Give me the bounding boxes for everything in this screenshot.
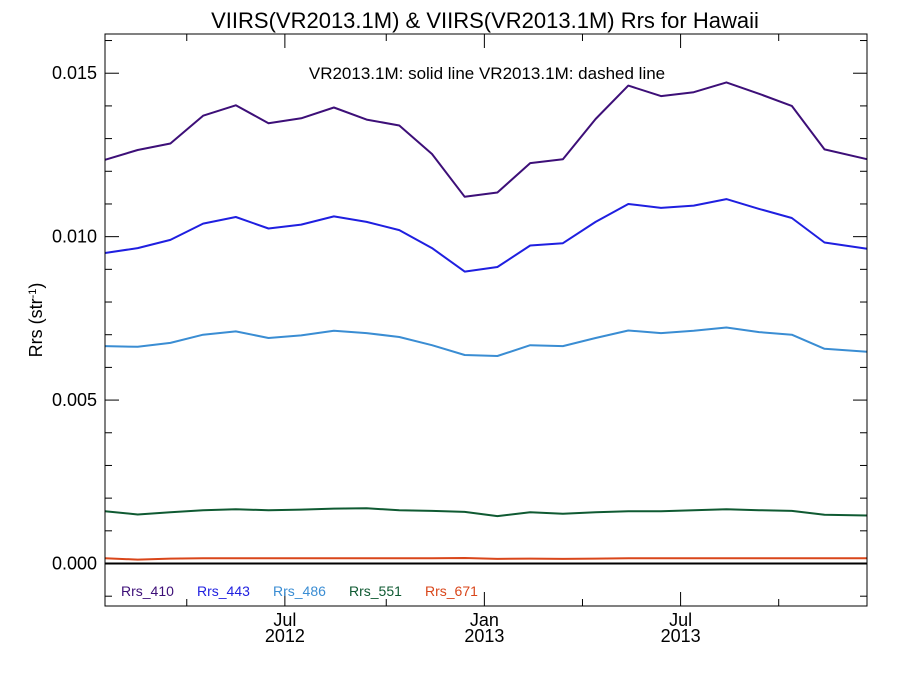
series-line-rrs-486 bbox=[104, 326, 868, 357]
series-line-rrs-410 bbox=[104, 81, 868, 198]
legend-label-rrs-486: Rrs_486 bbox=[273, 583, 326, 599]
legend: Rrs_410 Rrs_443 Rrs_486 Rrs_551 Rrs_671 bbox=[121, 583, 478, 599]
axes-layer: 0.0000.0050.0100.015Jul2012Jan2013Jul201… bbox=[52, 34, 867, 646]
x-tick-label-year: 2012 bbox=[265, 626, 305, 646]
series-layer bbox=[104, 81, 868, 561]
legend-label-rrs-410: Rrs_410 bbox=[121, 583, 174, 599]
series-line-rrs-443 bbox=[104, 198, 868, 273]
chart-title: VIIRS(VR2013.1M) & VIIRS(VR2013.1M) Rrs … bbox=[211, 8, 759, 33]
x-tick-label-month: Jul bbox=[273, 610, 296, 630]
y-axis-title: Rrs (str-1) bbox=[26, 283, 46, 358]
legend-label-rrs-551: Rrs_551 bbox=[349, 583, 402, 599]
x-tick-label-year: 2013 bbox=[661, 626, 701, 646]
line-style-annotation: VR2013.1M: solid line VR2013.1M: dashed … bbox=[309, 64, 665, 83]
series-line-rrs-671 bbox=[104, 557, 867, 561]
x-tick-label-month: Jan bbox=[470, 610, 499, 630]
x-tick-label-year: 2013 bbox=[464, 626, 504, 646]
plot-frame bbox=[104, 33, 868, 607]
legend-label-rrs-443: Rrs_443 bbox=[197, 583, 250, 599]
y-tick-label: 0.015 bbox=[52, 63, 97, 83]
plot-border bbox=[104, 33, 868, 607]
y-tick-label: 0.010 bbox=[52, 227, 97, 247]
y-tick-label: 0.005 bbox=[52, 390, 97, 410]
series-line-rrs-551 bbox=[104, 507, 868, 518]
x-tick-label-month: Jul bbox=[669, 610, 692, 630]
legend-label-rrs-671: Rrs_671 bbox=[425, 583, 478, 599]
y-tick-label: 0.000 bbox=[52, 554, 97, 574]
